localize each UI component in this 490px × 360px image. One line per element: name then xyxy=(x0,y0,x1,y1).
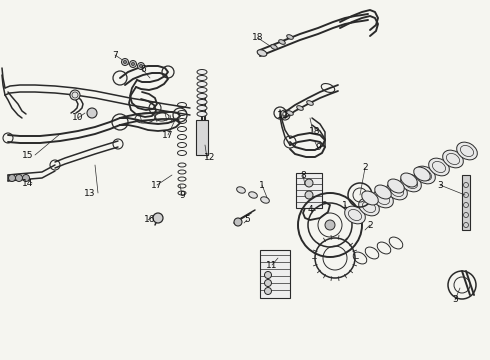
Ellipse shape xyxy=(287,35,294,39)
Text: 14: 14 xyxy=(23,179,34,188)
Ellipse shape xyxy=(237,187,245,193)
Circle shape xyxy=(305,191,313,199)
Bar xyxy=(260,250,290,298)
Ellipse shape xyxy=(197,81,207,86)
Circle shape xyxy=(70,90,80,100)
Circle shape xyxy=(122,58,128,66)
Text: 17: 17 xyxy=(162,130,174,139)
Text: 5: 5 xyxy=(244,216,250,225)
Circle shape xyxy=(138,63,145,69)
Ellipse shape xyxy=(401,173,417,187)
Circle shape xyxy=(87,108,97,118)
Text: 1: 1 xyxy=(342,201,348,210)
Ellipse shape xyxy=(375,185,392,199)
Ellipse shape xyxy=(197,76,207,81)
Ellipse shape xyxy=(261,197,270,203)
Ellipse shape xyxy=(457,142,477,160)
Text: 15: 15 xyxy=(22,150,34,159)
Ellipse shape xyxy=(270,45,277,49)
Ellipse shape xyxy=(279,40,285,44)
Ellipse shape xyxy=(414,167,430,181)
Text: 17: 17 xyxy=(151,180,163,189)
Ellipse shape xyxy=(359,198,379,216)
Ellipse shape xyxy=(442,150,464,168)
Circle shape xyxy=(265,271,271,279)
Ellipse shape xyxy=(307,101,313,105)
Text: 10: 10 xyxy=(72,113,84,122)
Circle shape xyxy=(305,179,313,187)
Ellipse shape xyxy=(248,192,257,198)
Text: 18: 18 xyxy=(252,33,264,42)
Circle shape xyxy=(129,60,137,68)
Bar xyxy=(196,120,208,155)
Ellipse shape xyxy=(257,50,267,56)
Ellipse shape xyxy=(429,158,449,176)
Text: 7: 7 xyxy=(112,50,118,59)
Ellipse shape xyxy=(197,94,207,99)
Ellipse shape xyxy=(197,112,207,117)
Ellipse shape xyxy=(373,190,393,208)
Text: 18: 18 xyxy=(309,127,321,136)
Ellipse shape xyxy=(197,105,207,111)
Text: 3: 3 xyxy=(452,296,458,305)
Bar xyxy=(296,173,322,208)
Text: 12: 12 xyxy=(204,153,216,162)
Ellipse shape xyxy=(197,69,207,75)
Circle shape xyxy=(325,220,335,230)
Ellipse shape xyxy=(362,191,378,205)
Text: 8: 8 xyxy=(300,171,306,180)
Circle shape xyxy=(131,63,134,66)
Text: 16: 16 xyxy=(144,216,156,225)
Ellipse shape xyxy=(287,111,294,115)
Circle shape xyxy=(16,175,23,181)
Text: 9: 9 xyxy=(179,190,185,199)
Ellipse shape xyxy=(415,166,435,184)
Bar xyxy=(462,175,470,230)
Circle shape xyxy=(123,60,126,63)
Text: 6: 6 xyxy=(140,66,146,75)
Text: 11: 11 xyxy=(266,261,278,270)
Ellipse shape xyxy=(297,106,303,110)
Circle shape xyxy=(8,175,16,181)
Text: 2: 2 xyxy=(367,220,373,230)
Ellipse shape xyxy=(197,99,207,104)
Ellipse shape xyxy=(401,174,421,192)
Circle shape xyxy=(265,288,271,294)
Ellipse shape xyxy=(388,179,404,193)
Ellipse shape xyxy=(387,182,407,200)
Circle shape xyxy=(140,64,143,68)
Circle shape xyxy=(265,279,271,287)
Text: 2: 2 xyxy=(362,163,368,172)
Text: 3: 3 xyxy=(437,180,443,189)
Text: 10: 10 xyxy=(277,111,289,120)
Text: 4: 4 xyxy=(307,206,313,215)
Circle shape xyxy=(23,175,29,181)
Circle shape xyxy=(153,213,163,223)
Ellipse shape xyxy=(197,87,207,93)
Text: 13: 13 xyxy=(84,189,96,198)
Text: 1: 1 xyxy=(259,180,265,189)
Circle shape xyxy=(234,218,242,226)
Ellipse shape xyxy=(344,206,366,224)
Text: 9: 9 xyxy=(315,144,321,153)
